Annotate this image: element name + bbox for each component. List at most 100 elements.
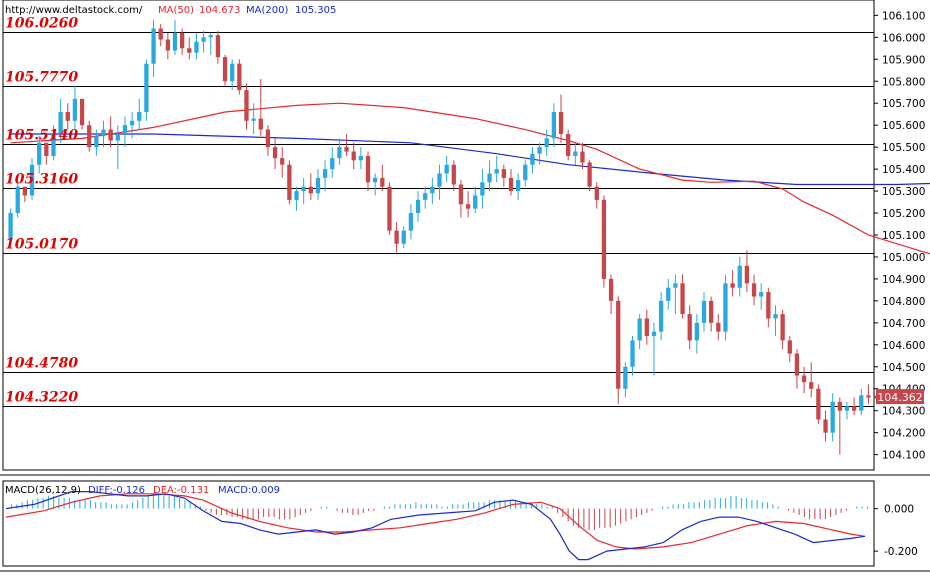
candlestick [315, 169, 321, 200]
candlestick [480, 169, 485, 209]
price-axis-label: 105.400 [882, 164, 925, 176]
candle-body [566, 133, 571, 156]
candlestick [215, 30, 221, 64]
candlestick [594, 182, 599, 209]
candlestick [709, 296, 714, 332]
candle-body [666, 287, 671, 301]
candle-body [408, 213, 414, 231]
candlestick [15, 180, 20, 218]
candlestick [287, 160, 292, 205]
candle-body [716, 322, 721, 332]
candlestick [144, 59, 149, 121]
candlestick [494, 155, 499, 183]
candlestick [730, 270, 735, 297]
candlestick [8, 208, 13, 246]
candle-body [594, 186, 599, 200]
candle-body [115, 133, 120, 141]
candle-body [94, 136, 99, 148]
ma200-line [10, 133, 930, 186]
candlestick [830, 393, 835, 442]
candlestick [644, 309, 649, 345]
candlestick [251, 103, 256, 134]
candlestick [344, 133, 349, 156]
candlestick [751, 274, 757, 306]
candle-body [744, 265, 750, 284]
candle-body [515, 180, 521, 192]
candle-body [430, 186, 435, 194]
price-axis-label: 104.500 [882, 362, 925, 374]
macd-value-label: MACD:0.009 [218, 485, 280, 496]
candle-body [79, 98, 85, 126]
candle-body [423, 193, 428, 200]
candlestick [515, 173, 521, 200]
candle-body [787, 340, 792, 354]
candle-body [465, 204, 471, 209]
candle-body [480, 182, 485, 196]
candlestick [244, 83, 249, 130]
candle-body [294, 191, 299, 200]
candle-body [37, 142, 42, 165]
candlestick [508, 169, 514, 196]
candlestick [44, 142, 49, 165]
ma200-label: MA(200) [246, 5, 288, 16]
candle-body [215, 35, 221, 58]
candle-body [658, 300, 664, 332]
candlestick [658, 292, 664, 341]
candle-body [51, 133, 56, 156]
candlestick [537, 142, 542, 165]
candlestick [79, 98, 85, 130]
candlestick [666, 278, 671, 310]
level-label: 106.0260 [5, 16, 78, 32]
candle-body [587, 162, 592, 187]
macd-axis-label: 0.000 [884, 504, 914, 516]
price-axis-label: 105.900 [882, 54, 925, 66]
candlestick [94, 129, 99, 156]
candle-body [237, 63, 242, 91]
candle-body [537, 147, 542, 154]
ma50-value: 104.673 [199, 5, 240, 16]
candle-body [458, 184, 464, 205]
candlestick [137, 98, 142, 130]
candlestick [358, 147, 364, 170]
candlestick [701, 292, 707, 332]
candlestick [558, 94, 564, 143]
candlestick [237, 59, 242, 95]
candle-body [394, 230, 399, 244]
candlestick [444, 155, 449, 183]
candle-body [773, 314, 778, 319]
candlestick [580, 142, 585, 170]
candle-body [487, 173, 492, 183]
candle-body [780, 314, 785, 341]
candle-body [401, 230, 406, 244]
candlestick [394, 221, 399, 253]
candlestick [851, 397, 857, 416]
candlestick [616, 296, 621, 405]
candlestick [794, 349, 800, 389]
price-axis-label: 105.600 [882, 120, 925, 132]
candlestick [308, 173, 313, 200]
price-axis-label: 104.300 [882, 406, 925, 418]
macd-panel-frame [2, 480, 875, 567]
candle-body [244, 90, 249, 121]
candlestick [716, 314, 721, 341]
candlestick [801, 366, 807, 394]
candle-body [630, 340, 635, 367]
price-axis-label: 104.600 [882, 340, 925, 352]
candlestick [294, 186, 299, 211]
ma50-line [10, 102, 930, 255]
candlestick [337, 138, 342, 165]
candle-body [208, 35, 213, 38]
candle-body [322, 169, 328, 178]
candle-body [44, 142, 49, 156]
candlestick [680, 274, 685, 319]
candle-body [301, 186, 306, 192]
candle-body [151, 28, 156, 64]
candle-body [623, 366, 628, 389]
price-axis-label: 105.700 [882, 98, 925, 110]
candlestick [458, 180, 464, 218]
candle-body [344, 147, 349, 152]
candlestick [108, 116, 113, 148]
candlestick [115, 125, 120, 170]
candle-body [494, 169, 499, 174]
candlestick [322, 160, 328, 192]
